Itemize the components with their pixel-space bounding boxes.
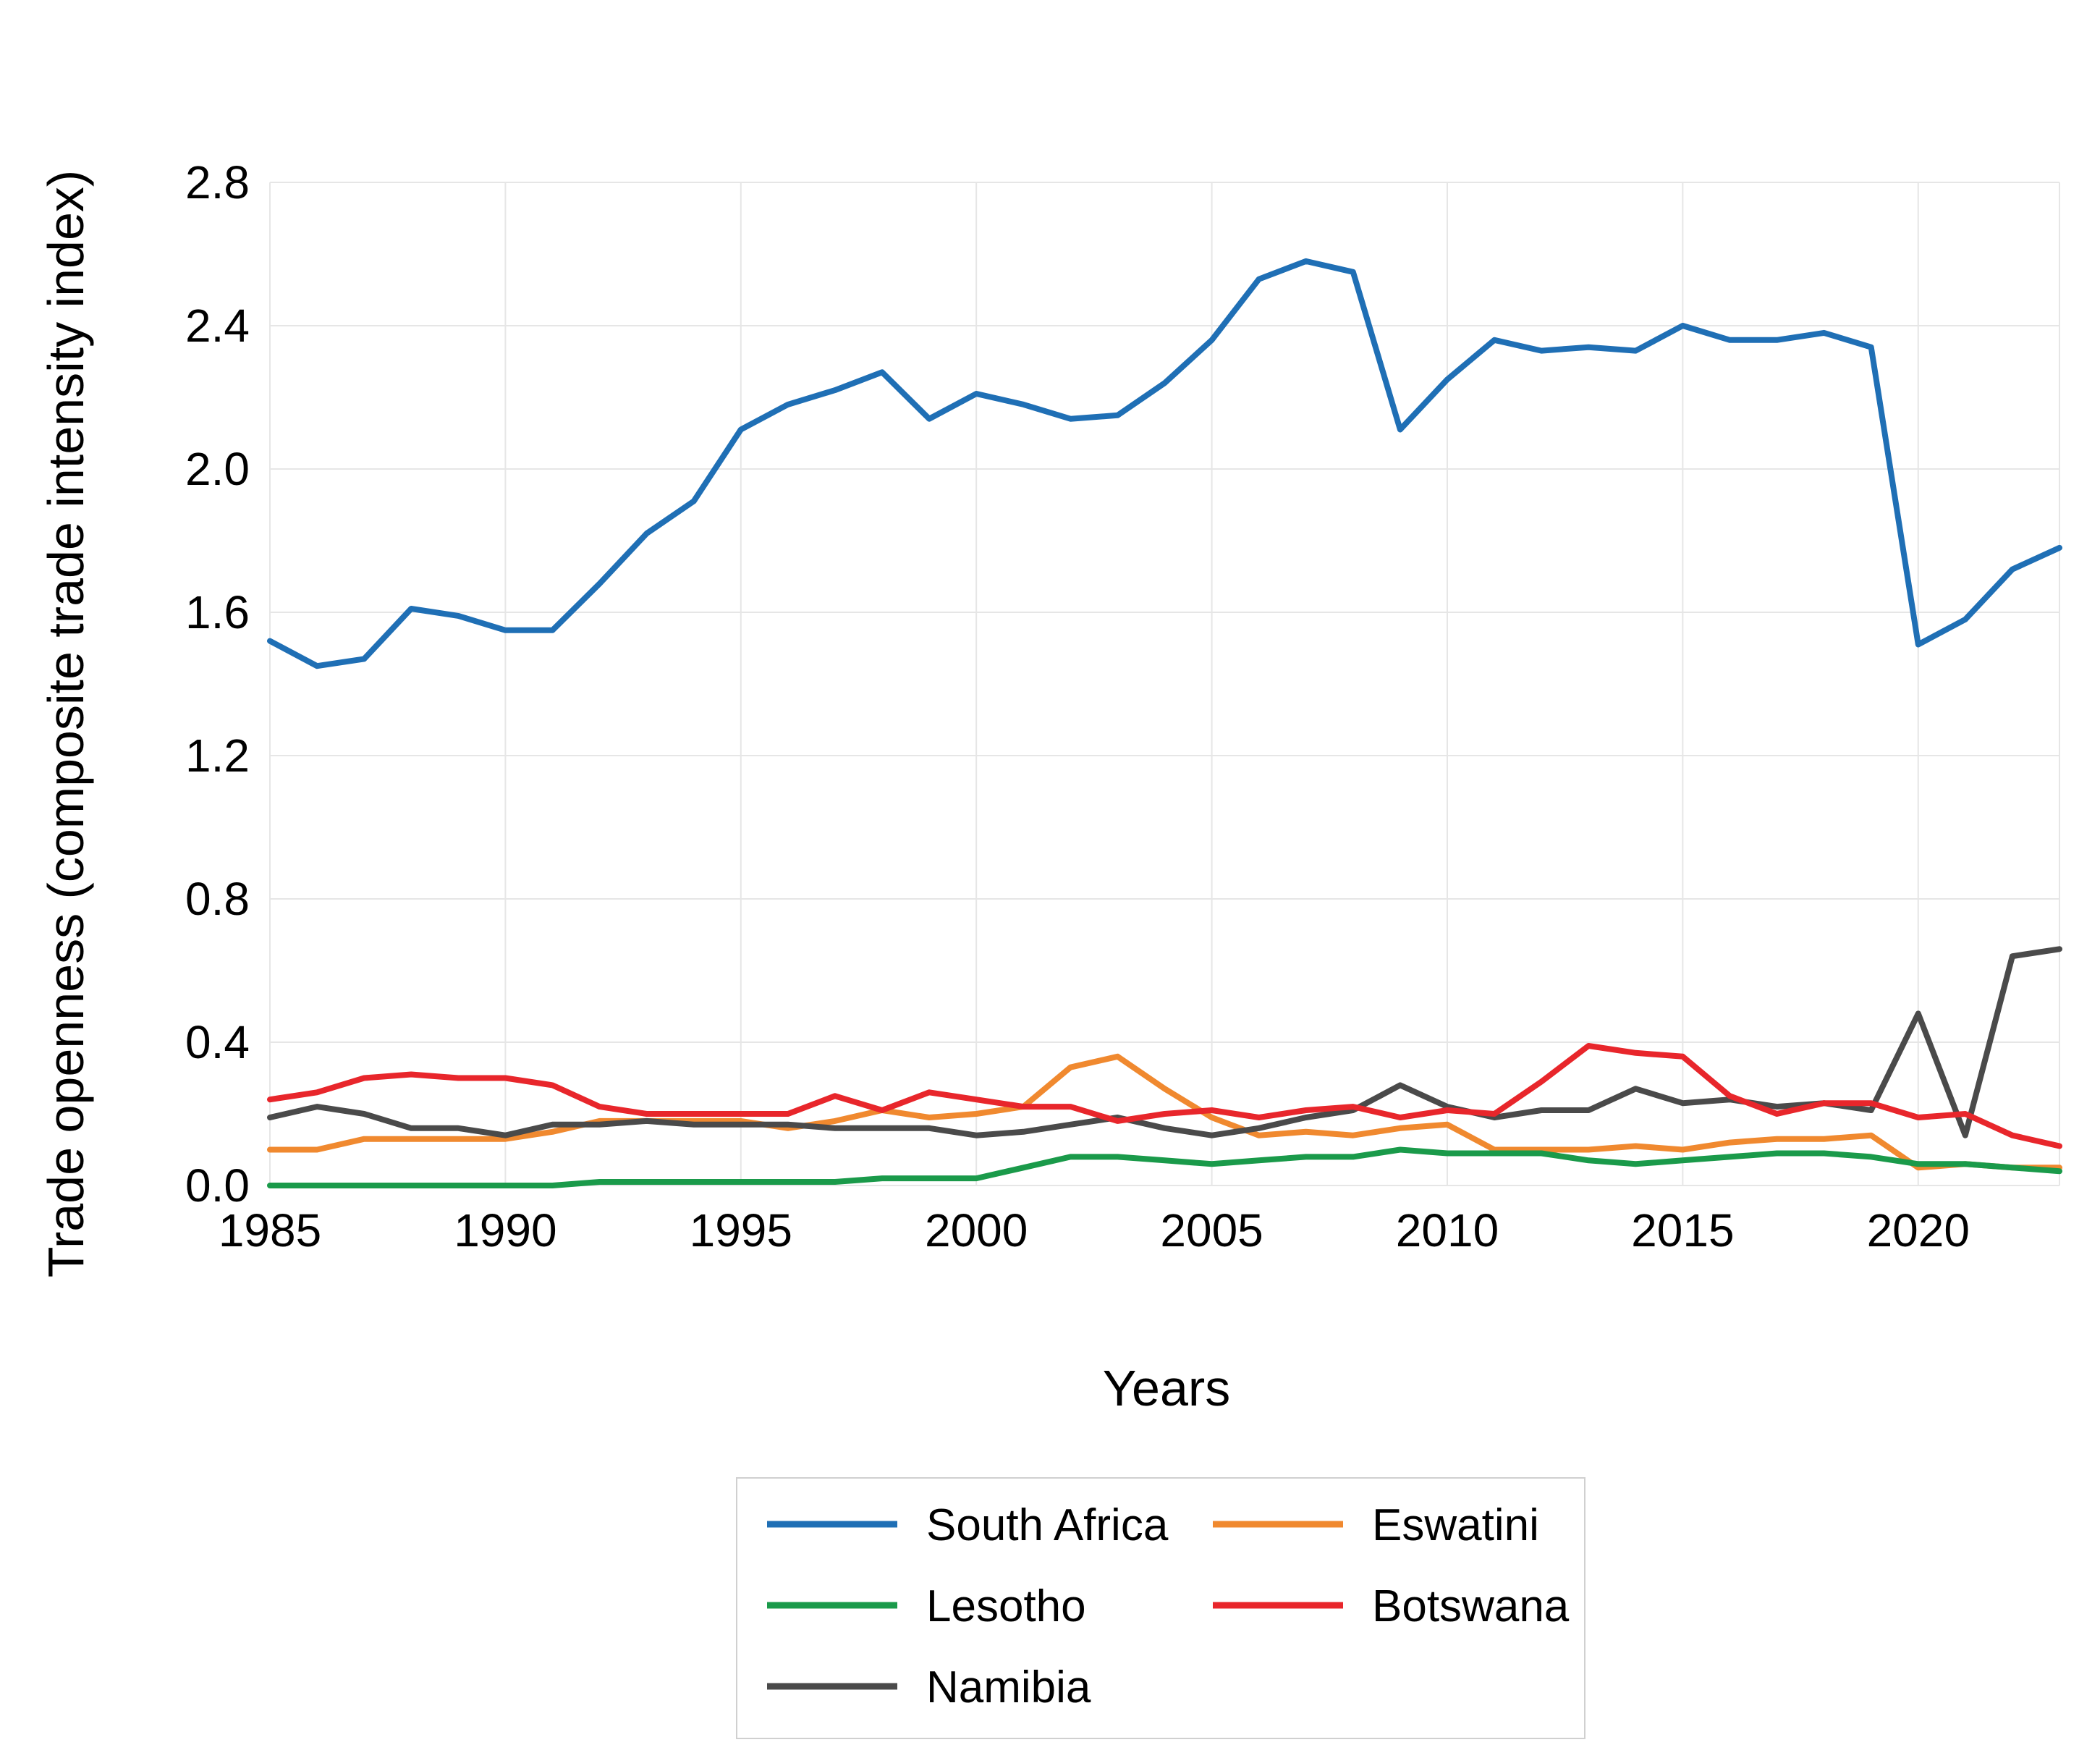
y-tick-label: 0.0 bbox=[185, 1159, 250, 1212]
legend-label-eswatini: Eswatini bbox=[1372, 1500, 1539, 1550]
series-lines bbox=[267, 258, 2062, 1188]
x-tick-label: 2000 bbox=[925, 1204, 1028, 1256]
x-tick-label: 2005 bbox=[1160, 1204, 1263, 1256]
x-tick-label: 1995 bbox=[690, 1204, 792, 1256]
y-tick-label: 2.0 bbox=[185, 443, 250, 495]
x-tick-label: 2020 bbox=[1867, 1204, 1970, 1256]
series-line-botswana bbox=[267, 1043, 2062, 1149]
y-tick-label: 1.2 bbox=[185, 730, 250, 782]
x-tick-label: 2015 bbox=[1631, 1204, 1734, 1256]
legend-label-lesotho: Lesotho bbox=[926, 1581, 1086, 1631]
legend-items: South Africa Eswatini Lesotho Botswana Namib… bbox=[767, 1500, 1570, 1712]
x-tick-label: 1985 bbox=[219, 1204, 321, 1256]
x-tick-label: 1990 bbox=[454, 1204, 556, 1256]
y-tick-label: 1.6 bbox=[185, 586, 250, 638]
legend-label-south-africa: South Africa bbox=[926, 1500, 1169, 1550]
legend: South Africa Eswatini Lesotho Botswana Namib… bbox=[736, 1477, 1585, 1739]
y-axis-ticks: 0.0 0.4 0.8 1.2 1.6 2.0 2.4 2.8 bbox=[185, 156, 250, 1212]
y-axis-title: Trade openness (composite trade intensit… bbox=[38, 170, 94, 1277]
grid bbox=[269, 182, 2060, 1186]
y-tick-label: 0.4 bbox=[185, 1016, 250, 1068]
legend-label-botswana: Botswana bbox=[1372, 1581, 1570, 1631]
y-tick-label: 0.8 bbox=[185, 873, 250, 925]
x-axis-title: Years bbox=[1103, 1360, 1230, 1416]
series-line-namibia bbox=[267, 946, 2062, 1138]
x-axis-ticks: 1985 1990 1995 2000 2005 2010 2015 2020 bbox=[219, 1204, 1970, 1256]
legend-label-namibia: Namibia bbox=[926, 1662, 1091, 1712]
x-tick-label: 2010 bbox=[1396, 1204, 1499, 1256]
y-tick-label: 2.8 bbox=[185, 156, 250, 208]
y-tick-label: 2.4 bbox=[185, 300, 250, 352]
series-line-eswatini bbox=[267, 1053, 2062, 1171]
series-line-lesotho bbox=[267, 1146, 2062, 1188]
series-line-south-africa bbox=[267, 258, 2062, 669]
